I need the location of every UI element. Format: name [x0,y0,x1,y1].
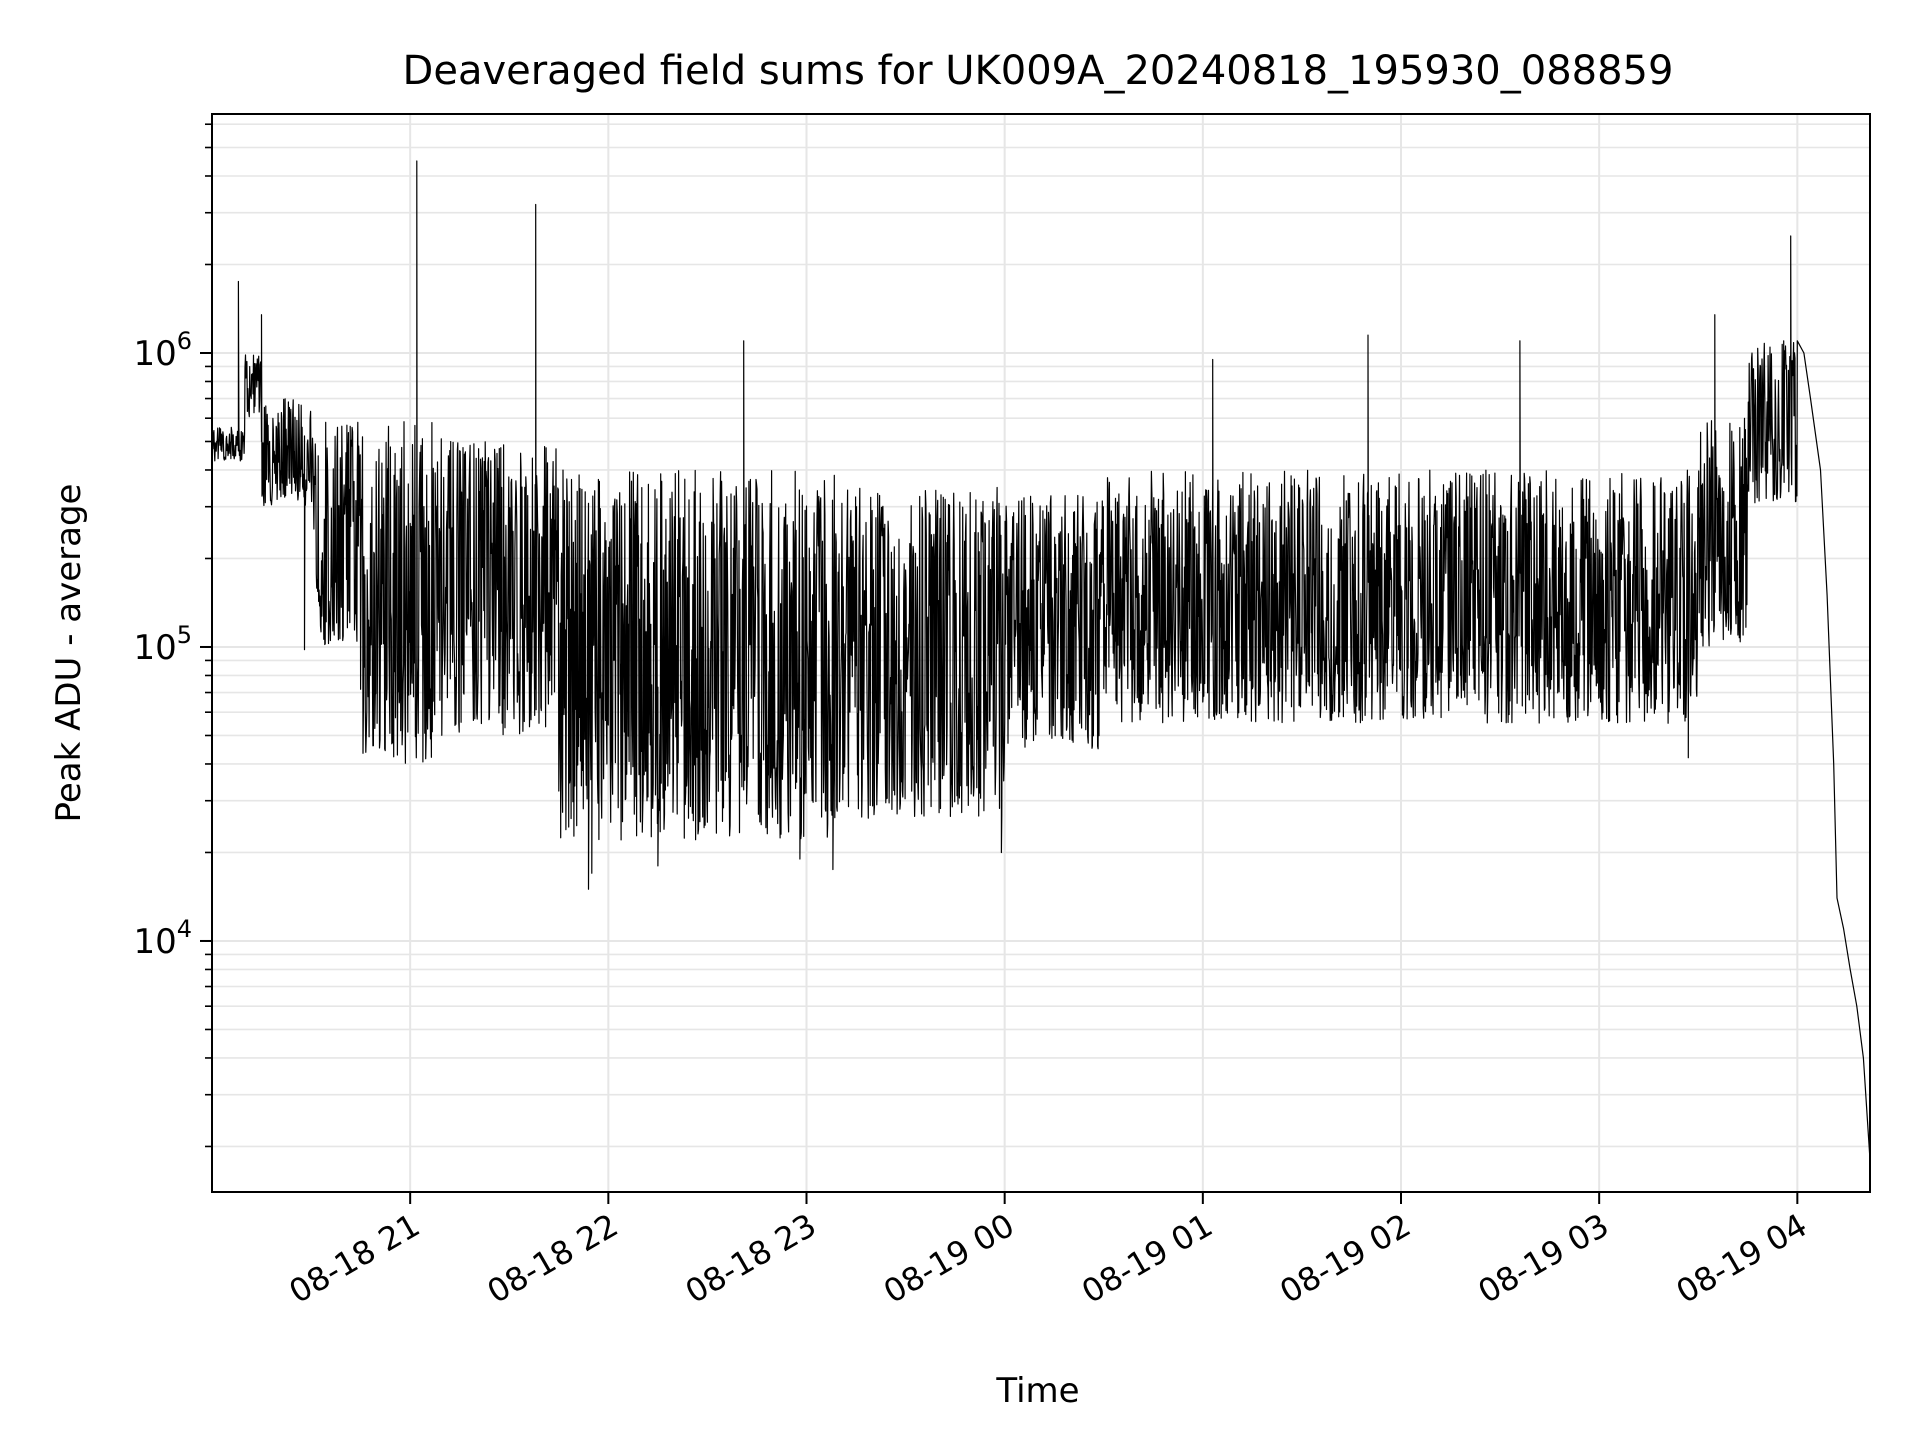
y-axis-label: Peak ADU - average [49,484,89,823]
x-axis-label: Time [995,1371,1079,1411]
series-line [211,160,1871,1160]
y-tick-label: 105 [133,621,192,668]
y-tick-label: 104 [133,915,192,962]
y-tick-label: 106 [133,327,192,374]
series-path [211,160,1871,1160]
plot-frame [211,113,1871,1193]
y-axis: 104 105 106 [133,123,212,1148]
chart-title: Deaveraged field sums for UK009A_2024081… [403,48,1674,94]
grid [212,114,1870,1192]
